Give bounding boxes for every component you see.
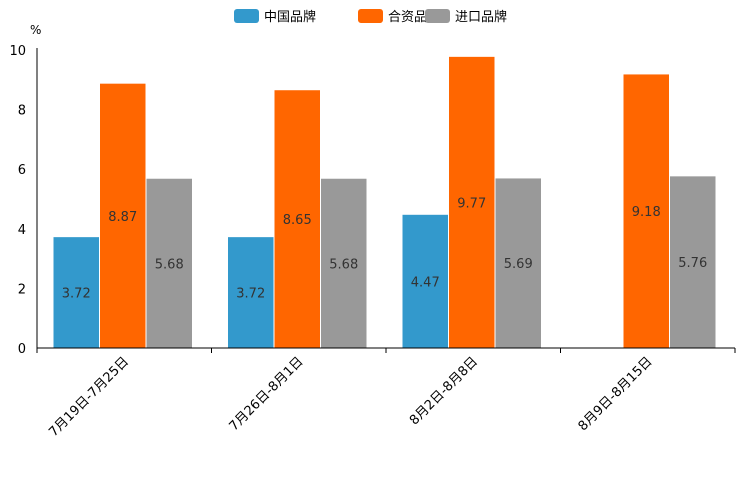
legend-swatch-1	[234, 9, 259, 23]
y-tick-label: 2	[18, 282, 26, 297]
data-label: 8.65	[283, 213, 312, 228]
legend-swatch-2	[358, 9, 383, 23]
bar-3-4	[670, 176, 716, 348]
legend-swatch-3	[425, 9, 450, 23]
y-axis-unit-label: %	[30, 23, 41, 37]
data-label: 9.18	[632, 205, 661, 220]
data-label: 5.68	[329, 257, 358, 272]
y-tick-label: 8	[18, 104, 26, 119]
x-axis: 7月19日-7月25日 7月26日-8月1日 8月2日-8月8日 8月9日-8月15日	[36, 347, 736, 440]
data-label: 5.69	[504, 257, 533, 272]
bar-1-3	[402, 214, 448, 348]
data-label: 9.77	[457, 196, 486, 211]
data-label: 5.76	[678, 256, 707, 271]
legend-label-3: 进口品牌	[455, 9, 507, 25]
y-tick-label: 0	[18, 342, 26, 357]
y-tick-label: 6	[18, 163, 26, 178]
legend: 中国品牌 合资品牌 进口品牌	[234, 9, 507, 25]
data-label: 3.72	[236, 287, 265, 302]
data-label: 3.72	[62, 287, 91, 302]
bar-2-2	[274, 90, 320, 348]
x-tick-label: 7月19日-7月25日	[46, 354, 132, 440]
bar-1-1	[53, 237, 99, 348]
bar-2-1	[100, 83, 146, 348]
data-label: 4.47	[411, 275, 440, 290]
x-tick-label: 8月9日-8月15日	[576, 354, 656, 434]
bar-3-1	[146, 178, 192, 348]
y-axis: 0 2 4 6 8 10	[9, 44, 38, 357]
data-label: 8.87	[108, 210, 137, 225]
bar-3-3	[495, 178, 541, 348]
y-tick-label: 4	[18, 223, 26, 238]
data-label: 5.68	[155, 257, 184, 272]
x-tick-label: 7月26日-8月1日	[227, 354, 307, 434]
bars: 3.72 8.87 5.68 3.72 8.65 5.68 4.47 9.77 5.69 9.18…	[53, 56, 716, 348]
y-tick-label: 10	[9, 44, 26, 59]
bar-3-2	[321, 178, 367, 348]
legend-label-1: 中国品牌	[264, 9, 316, 25]
bar-2-3	[449, 56, 495, 348]
bar-2-4	[623, 74, 669, 348]
bar-1-2	[228, 237, 274, 348]
x-tick-label: 8月2日-8月8日	[407, 354, 481, 428]
